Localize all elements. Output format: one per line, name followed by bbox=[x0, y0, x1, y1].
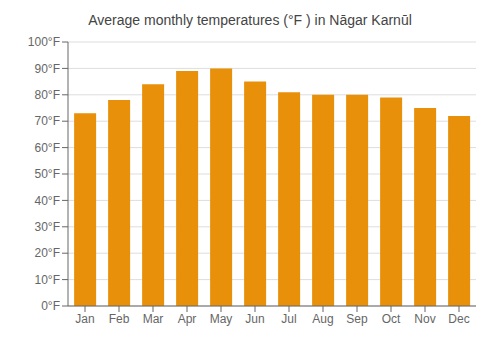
svg-text:Nov: Nov bbox=[414, 312, 435, 326]
svg-text:Jun: Jun bbox=[245, 312, 264, 326]
svg-text:May: May bbox=[210, 312, 233, 326]
svg-text:100°F: 100°F bbox=[28, 35, 60, 49]
svg-text:50°F: 50°F bbox=[35, 167, 60, 181]
svg-text:10°F: 10°F bbox=[35, 273, 60, 287]
svg-text:Sep: Sep bbox=[346, 312, 368, 326]
svg-text:0°F: 0°F bbox=[41, 299, 60, 313]
svg-text:Oct: Oct bbox=[382, 312, 401, 326]
svg-text:Aug: Aug bbox=[312, 312, 333, 326]
svg-text:70°F: 70°F bbox=[35, 114, 60, 128]
html-text:Average monthly temperatures (: Average monthly temperatures (°F ) in Nā… bbox=[88, 12, 412, 28]
svg-text:40°F: 40°F bbox=[35, 194, 60, 208]
svg-text:80°F: 80°F bbox=[35, 88, 60, 102]
svg-text:Jul: Jul bbox=[281, 312, 296, 326]
svg-text:Jan: Jan bbox=[75, 312, 94, 326]
svg-text:30°F: 30°F bbox=[35, 220, 60, 234]
svg-text:60°F: 60°F bbox=[35, 141, 60, 155]
svg-text:Mar: Mar bbox=[143, 312, 164, 326]
svg-text:Apr: Apr bbox=[178, 312, 197, 326]
svg-text:Dec: Dec bbox=[448, 312, 469, 326]
svg-text:Feb: Feb bbox=[109, 312, 130, 326]
svg-text:20°F: 20°F bbox=[35, 246, 60, 260]
svg-text:90°F: 90°F bbox=[35, 62, 60, 76]
